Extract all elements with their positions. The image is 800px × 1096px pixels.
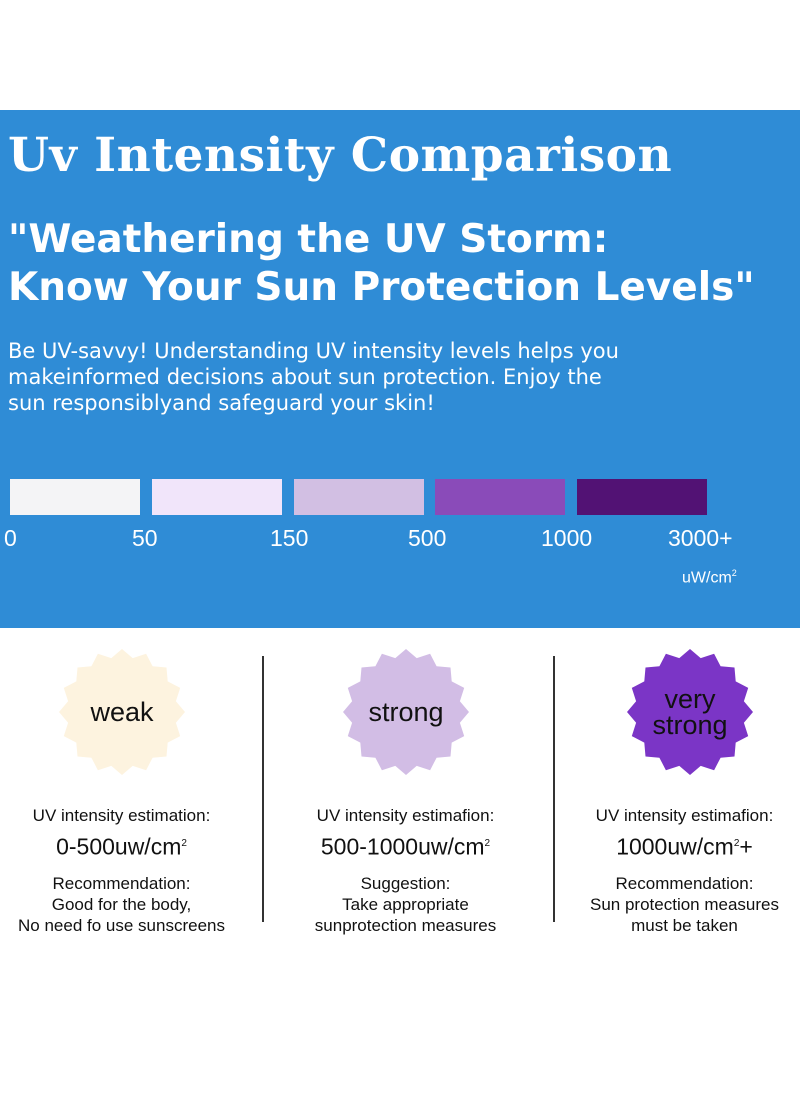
- intro-line: sun responsiblyand safeguard your skin!: [8, 391, 435, 415]
- range-exponent: 2: [181, 838, 187, 849]
- advice-text: Suggestion: Take appropriate sunprotecti…: [278, 873, 533, 936]
- scale-tick: 500: [408, 525, 447, 551]
- advice-line: Take appropriate: [342, 894, 469, 914]
- weak-level-badge: weak: [58, 648, 186, 776]
- estimation-label: UV intensity estimafion:: [316, 806, 495, 825]
- subtitle-line: Know Your Sun Protection Levels": [8, 265, 755, 310]
- badge-label-line: weak: [90, 697, 154, 727]
- scale-swatch: [294, 479, 424, 515]
- badge-starburst-shape: [343, 649, 469, 775]
- badge-label-line: strong: [368, 697, 444, 727]
- range-exponent: 2: [484, 838, 491, 849]
- column-divider: [553, 656, 555, 922]
- column-divider: [262, 656, 264, 922]
- scale-tick: 0: [4, 525, 17, 551]
- badge-label-line: strong: [652, 710, 728, 740]
- advice-line: must be taken: [631, 915, 738, 935]
- scale-swatch: [435, 479, 565, 515]
- scale-swatch: [152, 479, 282, 515]
- intensity-range: 0-500uw/cm2: [0, 830, 249, 861]
- badge-label-line: very: [664, 684, 716, 714]
- advice-text: Recommendation: Good for the body, No ne…: [0, 873, 249, 936]
- intro-text: Be UV-savvy! Understanding UV intensity …: [8, 338, 619, 416]
- scale-swatch: [10, 479, 140, 515]
- intensity-range: 1000uw/cm2+: [557, 830, 800, 861]
- header-banner: [0, 110, 800, 628]
- range-suffix: +: [739, 833, 753, 860]
- advice-line: Recommendation:: [52, 873, 191, 893]
- subtitle-line: "Weathering the UV Storm:: [8, 217, 609, 262]
- advice-line: No need fo use sunscreens: [18, 915, 225, 935]
- advice-line: Suggestion:: [360, 873, 451, 893]
- subtitle: "Weathering the UV Storm: Know Your Sun …: [8, 216, 755, 312]
- very-strong-level-badge: very strong: [626, 648, 754, 776]
- advice-text: Recommendation: Sun protection measures …: [557, 873, 800, 936]
- badge-starburst-shape: [627, 649, 753, 775]
- intensity-range: 500-1000uw/cm2: [278, 830, 533, 861]
- scale-tick: 150: [270, 525, 309, 551]
- scale-unit-exponent: 2: [731, 568, 737, 578]
- page-title: Uv Intensity Comparison: [8, 128, 673, 183]
- scale-tick: 1000: [541, 525, 593, 551]
- range-value: 0-500uw/cm: [56, 833, 182, 860]
- scale-unit-text: uW/cm: [682, 569, 732, 587]
- intro-line: Be UV-savvy! Understanding UV intensity …: [8, 339, 619, 363]
- strong-level-badge: strong: [342, 648, 470, 776]
- badge-label: strong: [342, 648, 470, 776]
- badge-starburst-shape: [59, 649, 185, 775]
- weak-level-column: UV intensity estimation: 0-500uw/cm2 Rec…: [0, 806, 249, 936]
- advice-line: Recommendation:: [615, 873, 754, 893]
- range-value: 1000uw/cm: [616, 833, 734, 860]
- scale-tick: 50: [132, 525, 158, 551]
- range-exponent: 2: [733, 838, 740, 849]
- scale-tick: 3000+: [668, 525, 733, 551]
- advice-line: Sun protection measures: [590, 894, 779, 914]
- advice-line: sunprotection measures: [314, 915, 497, 935]
- very-strong-level-column: UV intensity estimafion: 1000uw/cm2+ Rec…: [557, 806, 800, 936]
- estimation-label: UV intensity estimation:: [32, 806, 211, 825]
- badge-label: weak: [58, 648, 186, 776]
- intro-line: makeinformed decisions about sun protect…: [8, 365, 602, 389]
- strong-level-column: UV intensity estimafion: 500-1000uw/cm2 …: [278, 806, 533, 936]
- advice-line: Good for the body,: [51, 894, 192, 914]
- badge-label: very strong: [626, 648, 754, 776]
- estimation-label: UV intensity estimafion:: [595, 806, 774, 825]
- scale-unit: uW/cm2: [682, 568, 737, 587]
- scale-swatch: [577, 479, 707, 515]
- range-value: 500-1000uw/cm: [320, 833, 485, 860]
